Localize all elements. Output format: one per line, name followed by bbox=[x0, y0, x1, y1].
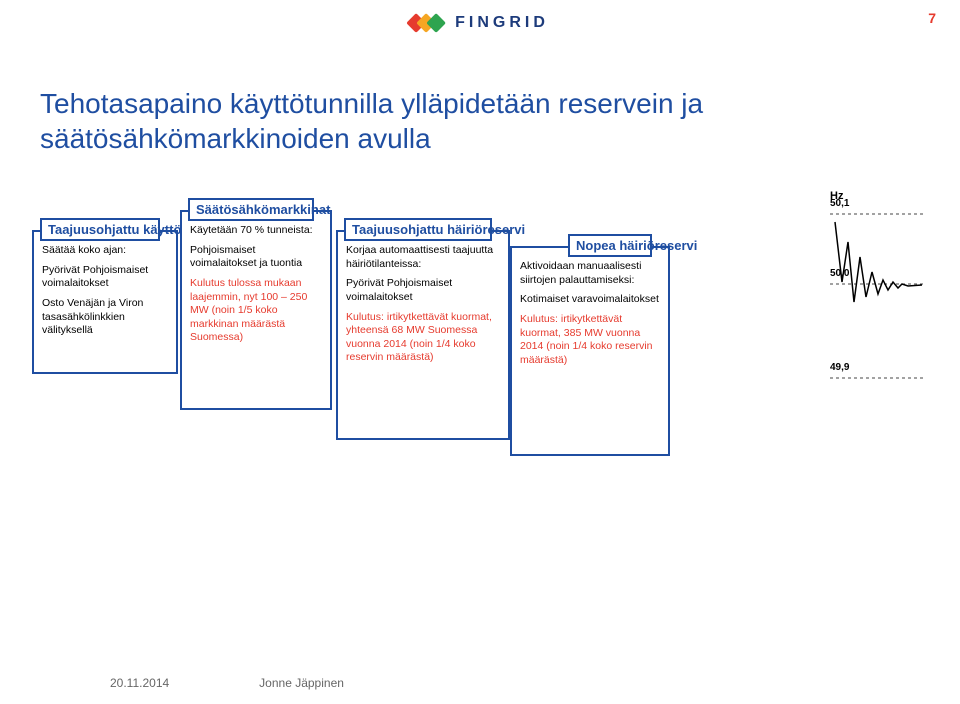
diagram: Taajuusohjattu käyttöreservi Säätää koko … bbox=[30, 200, 930, 560]
slide: 7 FINGRID Tehotasapaino käyttötunnilla y… bbox=[0, 0, 960, 704]
block-line-highlight: Kulutus: irtikytkettävät kuormat, yhteen… bbox=[346, 311, 500, 366]
logo-marks bbox=[411, 16, 441, 30]
block-line: Pohjoismaiset voimalaitokset ja tuontia bbox=[190, 244, 322, 271]
footer: 20.11.2014 Jonne Jäppinen bbox=[110, 676, 344, 690]
page-title: Tehotasapaino käyttötunnilla ylläpidetää… bbox=[40, 86, 790, 156]
logo-text: FINGRID bbox=[455, 14, 549, 32]
block-header-b3: Taajuusohjattu häiriöreservi bbox=[344, 218, 492, 241]
footer-date: 20.11.2014 bbox=[110, 676, 169, 690]
block-b3: Taajuusohjattu häiriöreserviKorjaa autom… bbox=[336, 230, 510, 440]
block-body-b3: Korjaa automaattisesti taajuutta häiriöt… bbox=[346, 244, 500, 365]
block-line-highlight: Kulutus: irtikytkettävät kuormat, 385 MW… bbox=[520, 313, 660, 368]
block-line: Pyörivät Pohjoismaiset voimalaitokset bbox=[42, 264, 168, 291]
block-line: Korjaa automaattisesti taajuutta häiriöt… bbox=[346, 244, 500, 271]
tick-2: 49,9 bbox=[830, 362, 849, 373]
block-line: Kotimaiset varavoimalaitokset bbox=[520, 293, 660, 307]
block-b1: Taajuusohjattu käyttöreserviSäätää koko … bbox=[32, 230, 178, 374]
frequency-chart: Hz 50,1 50,0 49,9 bbox=[830, 190, 926, 490]
block-header-b1: Taajuusohjattu käyttöreservi bbox=[40, 218, 160, 241]
block-line: Säätää koko ajan: bbox=[42, 244, 168, 258]
block-line: Käytetään 70 % tunneista: bbox=[190, 224, 322, 238]
block-body-b4: Aktivoidaan manuaalisesti siirtojen pala… bbox=[520, 260, 660, 367]
block-header-b2: Säätösähkömarkkinat bbox=[188, 198, 314, 221]
block-body-b1: Säätää koko ajan: Pyörivät Pohjoismaiset … bbox=[42, 244, 168, 338]
block-b4: Nopea häiriöreserviAktivoidaan manuaalis… bbox=[510, 246, 670, 456]
block-line: Osto Venäjän ja Viron tasasähkölinkkien … bbox=[42, 297, 168, 338]
footer-author: Jonne Jäppinen bbox=[259, 676, 344, 690]
page-number: 7 bbox=[928, 10, 936, 26]
block-body-b2: Käytetään 70 % tunneista: Pohjoismaiset v… bbox=[190, 224, 322, 345]
tick-1: 50,0 bbox=[830, 268, 849, 279]
block-b2: SäätösähkömarkkinatKäytetään 70 % tunnei… bbox=[180, 210, 332, 410]
freq-curve bbox=[835, 222, 922, 302]
block-line: Pyörivät Pohjoismaiset voimalaitokset bbox=[346, 277, 500, 304]
tick-0: 50,1 bbox=[830, 198, 849, 209]
block-line-highlight: Kulutus tulossa mukaan laajemmin, nyt 10… bbox=[190, 277, 322, 345]
block-line: Aktivoidaan manuaalisesti siirtojen pala… bbox=[520, 260, 660, 287]
logo: FINGRID bbox=[411, 14, 549, 32]
block-header-b4: Nopea häiriöreservi bbox=[568, 234, 652, 257]
